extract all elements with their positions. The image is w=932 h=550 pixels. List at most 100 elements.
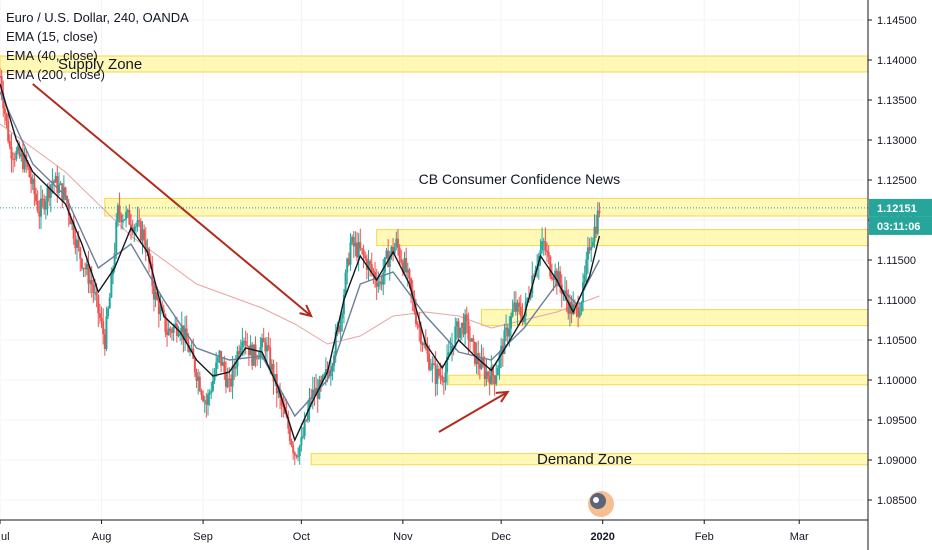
candle <box>80 257 83 272</box>
candle <box>580 300 583 316</box>
candle-body <box>107 308 110 317</box>
candle-body <box>385 250 388 258</box>
candle <box>470 337 473 342</box>
candle <box>59 180 62 186</box>
candle-body <box>483 364 486 380</box>
candle <box>118 192 121 223</box>
candle-body <box>441 375 444 381</box>
candle-body <box>110 274 113 298</box>
candle <box>108 292 111 309</box>
candle-body <box>401 262 404 273</box>
candle-body <box>280 397 283 406</box>
candle-body <box>193 358 196 373</box>
candle-body <box>169 328 172 331</box>
candle-body <box>84 267 87 270</box>
candle-body <box>33 178 36 195</box>
candle <box>123 218 126 221</box>
candle-body <box>267 345 270 348</box>
candle-body <box>544 241 547 251</box>
candle <box>167 320 170 336</box>
candle-body <box>177 334 180 336</box>
price-tick-label: 1.13500 <box>877 95 917 107</box>
candle-body <box>261 338 264 348</box>
candle-body <box>339 318 342 332</box>
news-annotation: CB Consumer Confidence News <box>419 171 621 187</box>
price-tick-label: 1.11000 <box>877 295 916 307</box>
candle <box>357 232 360 272</box>
candle <box>586 236 589 274</box>
candle-body <box>585 259 588 276</box>
candle-body <box>501 345 504 354</box>
candle-body <box>505 327 508 331</box>
price-axis[interactable]: 1.145001.140001.135001.130001.125001.120… <box>867 0 932 550</box>
candle-body <box>396 238 399 248</box>
candle <box>449 337 452 353</box>
price-tick-label: 1.13000 <box>877 135 917 147</box>
candle <box>166 318 169 347</box>
time-axis[interactable]: ul Aug Sep Oct Nov Dec 2020 Feb Mar <box>0 519 868 543</box>
price-tick-label: 1.12500 <box>877 175 917 187</box>
zone-label-supply: Supply Zone <box>58 56 142 73</box>
candle <box>198 371 201 393</box>
candle-body <box>436 368 439 384</box>
candle-body <box>180 325 183 333</box>
candle-body <box>572 304 575 315</box>
candle-body <box>154 292 157 300</box>
candle-body <box>185 328 188 342</box>
candle-body <box>559 271 562 285</box>
candle <box>41 189 44 208</box>
candle-body <box>41 198 44 200</box>
candle <box>549 255 552 280</box>
downtrend-arrow <box>32 83 313 318</box>
candle-body <box>324 369 327 375</box>
candle-body <box>311 389 314 399</box>
candle <box>392 237 395 262</box>
candle <box>426 337 429 363</box>
candle <box>87 250 90 294</box>
candle-body <box>246 345 249 347</box>
candle-body <box>451 346 454 352</box>
legend-ema-200: EMA (200, close) <box>6 67 105 82</box>
zone-zone-1100 <box>448 374 869 386</box>
candle-body <box>288 428 291 442</box>
candle-body <box>105 316 108 349</box>
candle-body <box>554 270 557 280</box>
candle-body <box>133 227 136 232</box>
candle <box>141 221 144 255</box>
candle <box>539 239 542 266</box>
candle-body <box>198 376 201 391</box>
candle-body <box>426 349 429 354</box>
candle <box>36 190 39 214</box>
candle-body <box>238 351 241 355</box>
candle-body <box>123 219 126 221</box>
candle-body <box>216 357 219 363</box>
candle <box>249 335 252 356</box>
candle <box>177 326 180 338</box>
candle-body <box>120 214 123 223</box>
candle-body <box>188 350 191 352</box>
candle-body <box>157 299 160 315</box>
candle <box>367 250 370 281</box>
candle <box>46 183 49 216</box>
candle <box>511 299 514 318</box>
candle <box>301 426 304 440</box>
chart-legend: Euro / U.S. Dollar, 240, OANDA EMA (15, … <box>6 8 189 84</box>
candle-body <box>496 368 499 376</box>
candle-body <box>405 258 408 273</box>
candle <box>116 202 119 227</box>
candle-body <box>449 351 452 353</box>
candle <box>308 387 311 422</box>
candle <box>339 314 342 341</box>
candle-body <box>503 330 506 354</box>
candle <box>362 244 365 269</box>
candle <box>203 395 206 413</box>
grid <box>0 0 868 520</box>
candle <box>72 214 75 245</box>
candle-body <box>308 398 311 410</box>
candle-body <box>498 354 501 369</box>
candle-body <box>18 146 21 157</box>
candle-body <box>586 247 589 260</box>
candle-body <box>375 280 378 287</box>
candle <box>71 220 74 231</box>
